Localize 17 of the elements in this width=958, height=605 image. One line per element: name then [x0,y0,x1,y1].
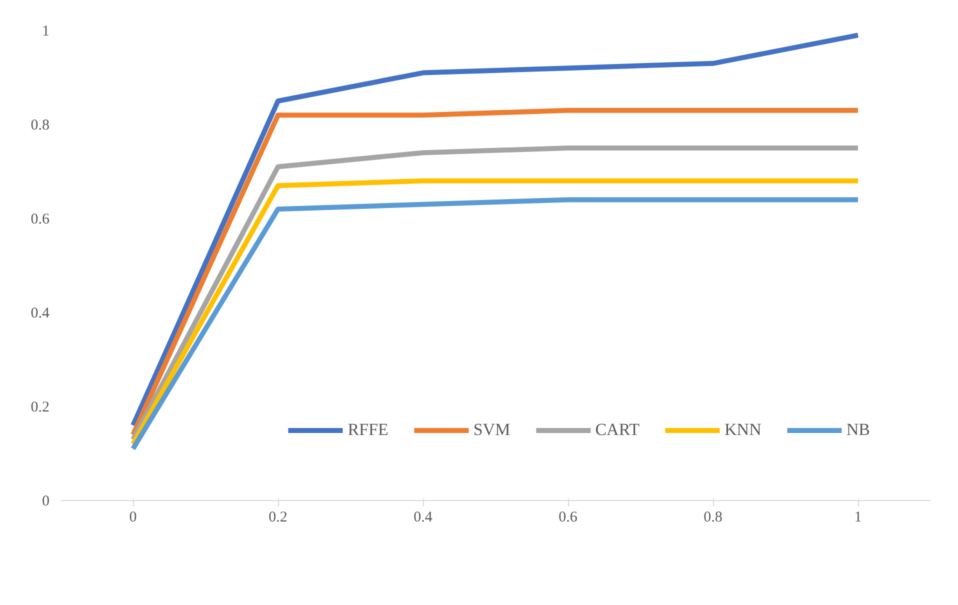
legend-label: SVM [473,420,510,440]
x-tick-label: 1 [854,510,862,526]
legend-label: RFFE [348,420,388,440]
legend-label: KNN [724,420,762,440]
legend-label: CART [595,420,640,440]
y-tick-label: 0.8 [30,118,50,134]
legend-label: NB [846,420,870,440]
y-tick-label: 0.2 [30,400,50,416]
x-tick-label: 0 [129,510,137,526]
x-tick-label: 0.8 [704,510,722,526]
y-tick-label: 0.4 [30,306,50,322]
y-tick-label: 0.6 [30,212,50,228]
y-tick-label: 1 [42,24,50,40]
x-tick-label: 0.6 [558,510,578,526]
x-tick-label: 0.2 [268,510,288,526]
y-tick-label: 0 [42,494,50,510]
x-tick-label: 0.4 [414,510,433,526]
